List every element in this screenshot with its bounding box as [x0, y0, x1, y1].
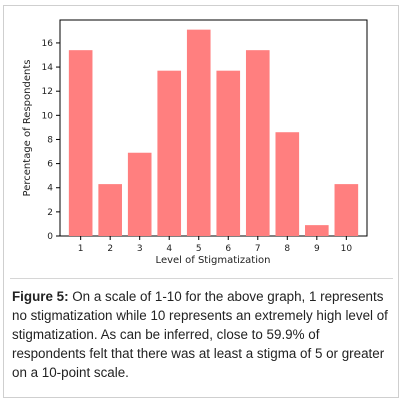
- y-tick-label: 14: [42, 63, 54, 73]
- x-tick-label: 1: [78, 244, 84, 254]
- y-tick-label: 0: [47, 232, 53, 242]
- figure-caption: Figure 5: On a scale of 1-10 for the abo…: [12, 287, 396, 382]
- x-tick-label: 2: [107, 244, 113, 254]
- bar-level-2: [98, 184, 122, 236]
- y-tick-label: 2: [47, 208, 53, 218]
- plot-area: [59, 19, 368, 237]
- x-tick-label: 7: [255, 244, 261, 254]
- y-tick-label: 10: [42, 111, 54, 121]
- y-axis-label: Percentage of Respondents: [22, 60, 33, 197]
- caption-label: Figure 5:: [12, 289, 69, 304]
- bar-level-7: [245, 50, 270, 236]
- y-axis-ticks: 0 2 4 6 8 10 12 14 16: [42, 39, 60, 242]
- caption-divider: [10, 278, 393, 279]
- y-tick-label: 12: [42, 87, 53, 97]
- bar-level-9: [305, 225, 329, 236]
- bar-level-6: [216, 70, 241, 236]
- x-tick-label: 8: [284, 244, 290, 254]
- bar-level-3: [127, 152, 152, 236]
- y-tick-label: 16: [42, 39, 54, 49]
- caption-text: On a scale of 1-10 for the above graph, …: [12, 289, 388, 380]
- y-tick-label: 4: [47, 184, 53, 194]
- x-tick-label: 10: [341, 244, 353, 254]
- x-axis-ticks: 1 2 3 4 5 6 7 8 9 10: [78, 236, 353, 254]
- bar-level-10: [334, 184, 359, 236]
- bar-level-8: [275, 132, 300, 236]
- x-tick-label: 9: [314, 244, 320, 254]
- bar-level-4: [157, 70, 182, 236]
- x-tick-label: 4: [166, 244, 172, 254]
- x-tick-label: 6: [225, 244, 231, 254]
- x-tick-label: 3: [137, 244, 143, 254]
- bars-group: [68, 29, 359, 237]
- x-axis-label: Level of Stigmatization: [156, 255, 271, 266]
- y-tick-label: 8: [47, 135, 53, 145]
- y-tick-label: 6: [47, 160, 53, 170]
- x-tick-label: 5: [196, 244, 202, 254]
- bar-level-5: [186, 29, 211, 237]
- bar-level-1: [68, 50, 93, 236]
